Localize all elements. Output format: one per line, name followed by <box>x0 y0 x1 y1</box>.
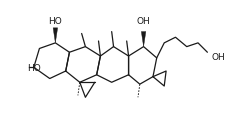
Polygon shape <box>141 32 146 47</box>
Text: HO: HO <box>49 17 62 26</box>
Text: HO: HO <box>27 63 41 72</box>
Text: OH: OH <box>137 17 151 26</box>
Polygon shape <box>53 29 58 44</box>
Text: OH: OH <box>211 52 225 61</box>
